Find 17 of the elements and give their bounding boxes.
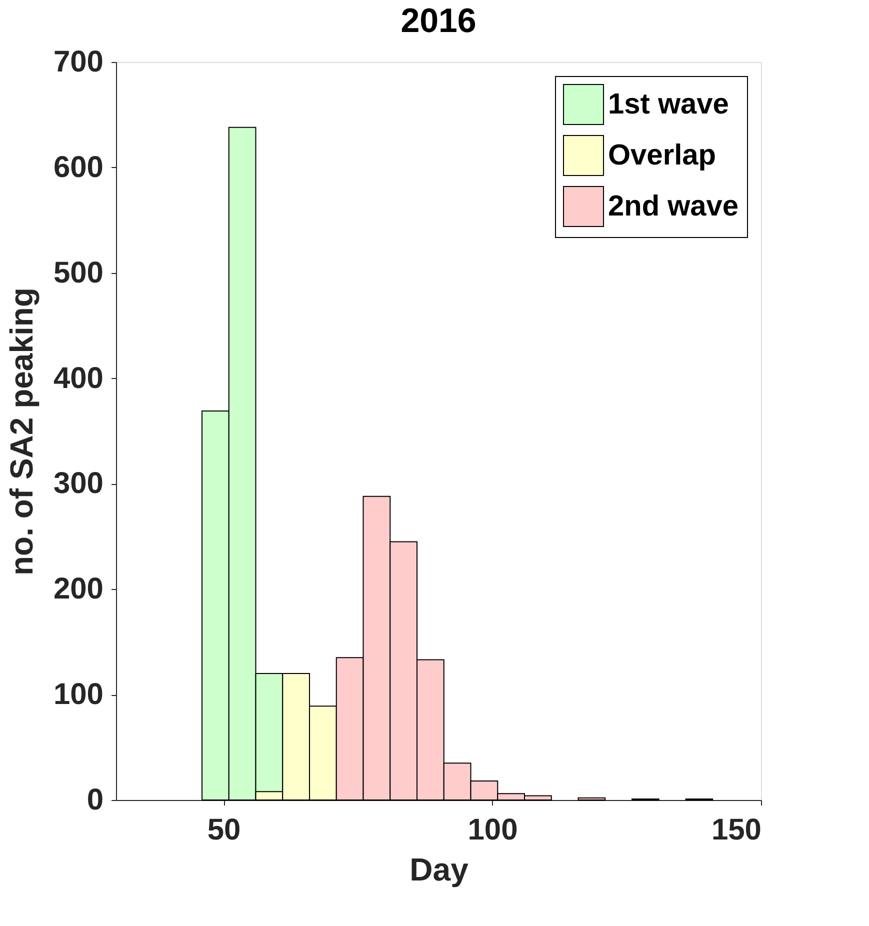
- legend-label: 1st wave: [608, 88, 729, 120]
- y-tick-label: 500: [53, 256, 104, 290]
- y-tick-label: 700: [53, 46, 104, 78]
- legend-label: Overlap: [608, 140, 716, 172]
- y-tick-label: 100: [53, 678, 104, 712]
- x-tick-label: 100: [468, 814, 518, 846]
- y-tick-label: 300: [53, 467, 104, 500]
- legend-label: 2nd wave: [608, 190, 739, 222]
- y-tick-label: 0: [86, 784, 104, 816]
- x-tick-label: 50: [207, 814, 241, 846]
- y-axis-title: no. of SA2 peaking: [3, 287, 40, 576]
- chart-title: 2016: [400, 2, 476, 40]
- y-tick-label: 600: [53, 150, 104, 184]
- x-axis-title: Day: [410, 852, 469, 888]
- x-tick-label: 150: [711, 814, 762, 846]
- y-tick-label: 200: [53, 572, 104, 606]
- y-tick-label: 400: [53, 362, 104, 395]
